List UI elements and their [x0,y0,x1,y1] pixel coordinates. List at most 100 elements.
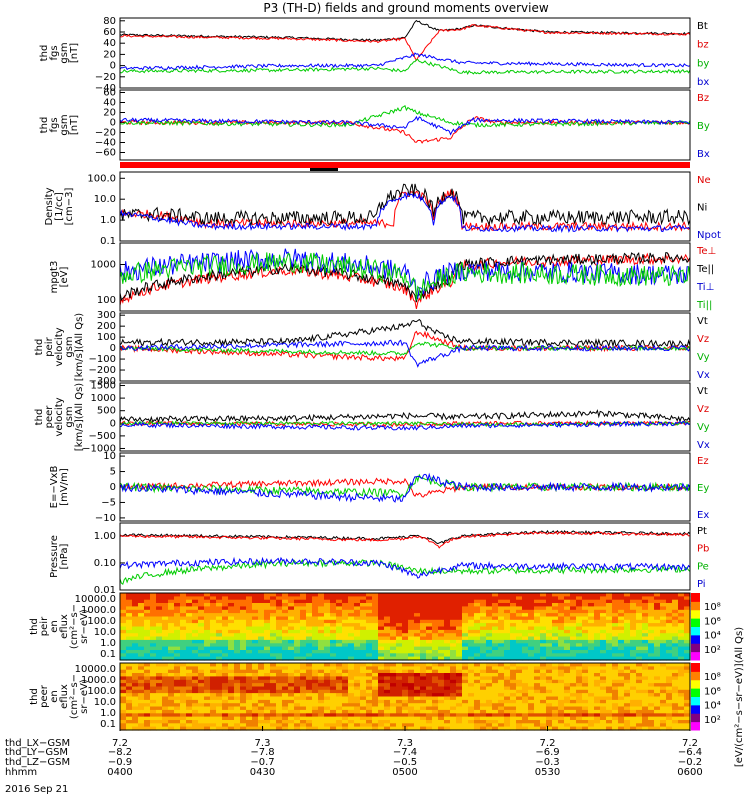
heatmap-cell [456,706,463,711]
heatmap-cell [570,650,577,654]
heatmap-cell [132,639,139,644]
heatmap-cell [294,599,301,604]
heatmap-cell [402,666,409,671]
heatmap-cell [282,703,289,708]
heatmap-cell [672,696,679,701]
heatmap-cell [558,633,565,638]
heatmap-cell [270,629,277,634]
heatmap-cell [300,623,307,628]
heatmap-cell [594,623,601,628]
heatmap-cell [648,633,655,638]
panel-peir_en: thd peir en eflux (cm²−s− sr−eV)10000.01000.0… [29,592,721,661]
heatmap-cell [588,616,595,621]
heatmap-cell [312,683,319,688]
heatmap-cell [234,623,241,628]
heatmap-cell [366,656,373,661]
heatmap-cell [204,609,211,614]
heatmap-cell [126,653,133,658]
heatmap-cell [546,666,553,671]
heatmap-cell [156,723,163,728]
heatmap-cell [510,703,517,708]
heatmap-cell [366,636,373,641]
heatmap-cell [156,636,163,641]
heatmap-cell [648,683,655,688]
heatmap-cell [492,636,499,641]
heatmap-cell [498,606,505,611]
heatmap-cell [630,653,637,658]
heatmap-cell [522,646,529,651]
heatmap-cell [252,703,259,708]
heatmap-cell [246,713,253,718]
heatmap-cell [144,699,151,704]
heatmap-cell [168,633,175,638]
heatmap-cell [192,673,199,677]
heatmap-cell [576,676,583,681]
heatmap-cell [414,663,421,667]
heatmap-cell [522,656,529,661]
heatmap-cell [138,636,145,641]
heatmap-cell [600,646,607,651]
heatmap-cell [408,673,415,677]
heatmap-cell [300,723,307,728]
heatmap-cell [270,643,277,648]
heatmap-cell [390,593,397,597]
heatmap-cell [378,606,385,611]
heatmap-cell [504,713,511,718]
heatmap-cell [438,593,445,597]
heatmap-cell [264,599,271,604]
heatmap-cell [330,693,337,698]
heatmap-cell [678,656,685,661]
heatmap-cell [588,689,595,694]
heatmap-cell [456,643,463,648]
heatmap-cell [360,683,367,688]
heatmap-cell [120,689,127,694]
heatmap-cell [636,656,643,661]
heatmap-cell [432,616,439,621]
heatmap-cell [552,679,559,684]
colorbar-segment [691,643,700,653]
heatmap-cell [138,596,145,601]
heatmap-cell [648,726,655,731]
heatmap-cell [336,673,343,677]
heatmap-cell [270,646,277,651]
heatmap-cell [600,693,607,698]
heatmap-cell [312,706,319,711]
heatmap-cell [654,603,661,607]
heatmap-cell [414,679,421,684]
heatmap-cell [126,696,133,701]
heatmap-cell [366,599,373,604]
heatmap-cell [180,720,187,724]
heatmap-cell [570,720,577,724]
heatmap-cell [270,723,277,728]
heatmap-cell [600,616,607,621]
heatmap-cell [672,646,679,651]
heatmap-cell [474,656,481,661]
heatmap-cell [642,603,649,607]
heatmap-cell [348,716,355,721]
heatmap-cell [168,679,175,684]
heatmap-cell [552,656,559,661]
heatmap-cell [294,646,301,651]
heatmap-cell [660,673,667,677]
heatmap-cell [510,626,517,631]
heatmap-cell [120,686,127,691]
heatmap-cell [528,603,535,607]
heatmap-cell [138,673,145,677]
heatmap-cell [366,669,373,674]
heatmap-cell [288,666,295,671]
x-axis-labels: 2016 Sep 21 thd_LX−GSMthd_LY−GSMthd_LZ−G… [5,726,703,795]
heatmap-cell [222,699,229,704]
heatmap-cell [570,699,577,704]
heatmap-cell [180,629,187,634]
heatmap-cell [444,713,451,718]
heatmap-cell [156,666,163,671]
heatmap-cell [276,696,283,701]
heatmap-cell [396,673,403,677]
heatmap-cell [222,626,229,631]
heatmap-cell [576,723,583,728]
heatmap-cell [372,596,379,601]
heatmap-cell [516,676,523,681]
heatmap-cell [426,669,433,674]
heatmap-cell [546,650,553,654]
heatmap-cell [282,616,289,621]
